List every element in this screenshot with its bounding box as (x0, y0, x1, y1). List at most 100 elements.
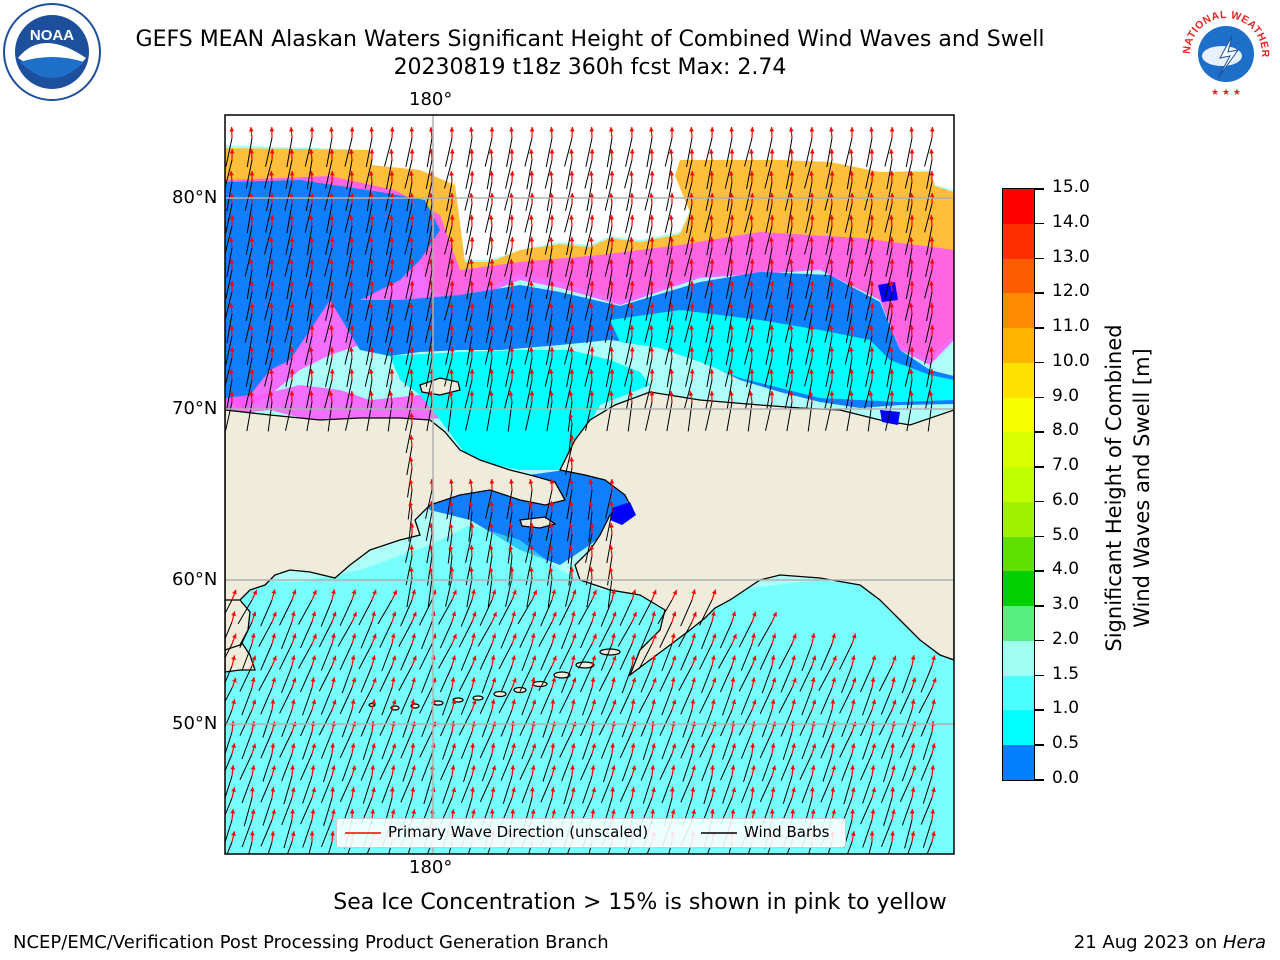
wind-barb (605, 489, 613, 519)
wind-barb (239, 753, 253, 780)
wind-barb (381, 775, 393, 804)
wind-barb (345, 247, 353, 277)
wave-arrow-head (611, 765, 616, 771)
footer-host: Hera (1222, 932, 1266, 953)
wave-arrow-head (508, 391, 514, 396)
wave-arrow-head (771, 677, 777, 683)
wave-arrow-head (372, 633, 377, 639)
wave-arrow-head (690, 699, 696, 704)
wind-barb (884, 335, 893, 365)
wind-barb (440, 753, 453, 781)
wave-arrow-head (552, 655, 557, 661)
wind-barb (824, 313, 833, 343)
wind-barb (846, 291, 853, 322)
wave-arrow-head (290, 765, 295, 770)
wave-arrow-head (569, 259, 575, 264)
wind-barb (406, 313, 413, 344)
wave-arrow-head (609, 281, 615, 286)
wind-barb (540, 687, 553, 715)
wind-barb (766, 379, 773, 410)
wave-arrow-head (529, 127, 535, 132)
wave-arrow-head (851, 633, 857, 639)
wind-barb (326, 137, 333, 168)
wave-arrow-head (790, 765, 796, 770)
wind-barb (366, 247, 373, 278)
wind-barb (644, 379, 653, 409)
wind-barb (544, 291, 553, 321)
wave-arrow-head (631, 589, 637, 595)
wave-arrow-head (409, 193, 415, 198)
wind-barb (860, 753, 873, 781)
wind-barb (464, 247, 473, 277)
wind-barb (425, 357, 433, 388)
wind-barb (379, 621, 393, 648)
wave-arrow-head (249, 303, 255, 308)
wave-arrow-head (309, 237, 315, 242)
wind-barb (825, 159, 833, 189)
colorbar-tick-label: 11.0 (1052, 316, 1090, 337)
wind-barb (865, 225, 873, 255)
wave-arrow-head (589, 545, 595, 550)
wave-arrow-head (509, 347, 515, 352)
wind-barb (880, 775, 893, 803)
wave-arrow-head (469, 545, 475, 550)
wave-arrow-head (369, 149, 375, 154)
wave-arrow-head (488, 567, 494, 572)
wave-arrow-head (409, 369, 414, 374)
wave-arrow-head (411, 765, 416, 771)
wave-arrow-head (389, 149, 394, 154)
colorbar-segment (1003, 536, 1034, 572)
wave-arrow-head (590, 765, 596, 770)
wind-barb (358, 599, 373, 626)
wind-barb (724, 357, 733, 387)
wave-arrow-head (370, 765, 376, 770)
wave-arrow-head (608, 127, 614, 132)
colorbar-tick-label: 1.5 (1052, 663, 1080, 684)
wind-barb (320, 687, 333, 715)
wind-barb (365, 269, 373, 300)
wave-arrow-head (568, 523, 574, 528)
wave-arrow-head (909, 259, 915, 264)
wind-barb (502, 775, 513, 804)
wind-barb (465, 225, 473, 255)
wind-barb (680, 775, 693, 803)
wave-arrow-head (589, 149, 595, 154)
wind-barb (801, 687, 813, 716)
wave-arrow-head (231, 831, 236, 837)
wave-arrow-head (689, 127, 694, 132)
map-legend: Primary Wave Direction (unscaled) Wind B… (336, 818, 846, 848)
wind-barb (306, 401, 313, 432)
wave-arrow-head (469, 303, 475, 308)
wave-arrow-head (489, 303, 495, 308)
wind-barb (419, 599, 433, 626)
wind-barb (699, 599, 713, 626)
wave-arrow-head (909, 391, 914, 396)
footer-right: 21 Aug 2023 on Hera (1074, 932, 1266, 953)
wave-arrow-head (449, 281, 455, 286)
wave-arrow-head (589, 215, 595, 220)
wind-barb (521, 731, 533, 760)
wind-barb (225, 819, 233, 845)
wind-barb (504, 181, 513, 211)
wave-arrow-head (368, 303, 374, 308)
wave-arrow-head (449, 303, 454, 308)
wave-arrow-head (512, 589, 517, 595)
wave-arrow-head (252, 590, 257, 596)
wave-arrow-head (529, 259, 535, 264)
wind-barb (346, 159, 353, 190)
wind-barb (500, 621, 513, 649)
wave-arrow-head (330, 787, 335, 792)
wind-barb (868, 841, 873, 854)
wave-arrow-head (529, 193, 535, 198)
wave-arrow-head (269, 237, 274, 242)
wave-arrow-head (368, 171, 374, 176)
wind-barb (782, 731, 793, 760)
wind-barb (465, 533, 473, 563)
wave-arrow-head (570, 743, 576, 748)
wave-arrow-head (231, 787, 236, 793)
wave-arrow-head (471, 589, 476, 595)
wave-arrow-head (789, 391, 794, 396)
wave-arrow-head (569, 149, 574, 154)
colorbar-tick (1034, 396, 1044, 399)
land-mass (225, 377, 954, 677)
